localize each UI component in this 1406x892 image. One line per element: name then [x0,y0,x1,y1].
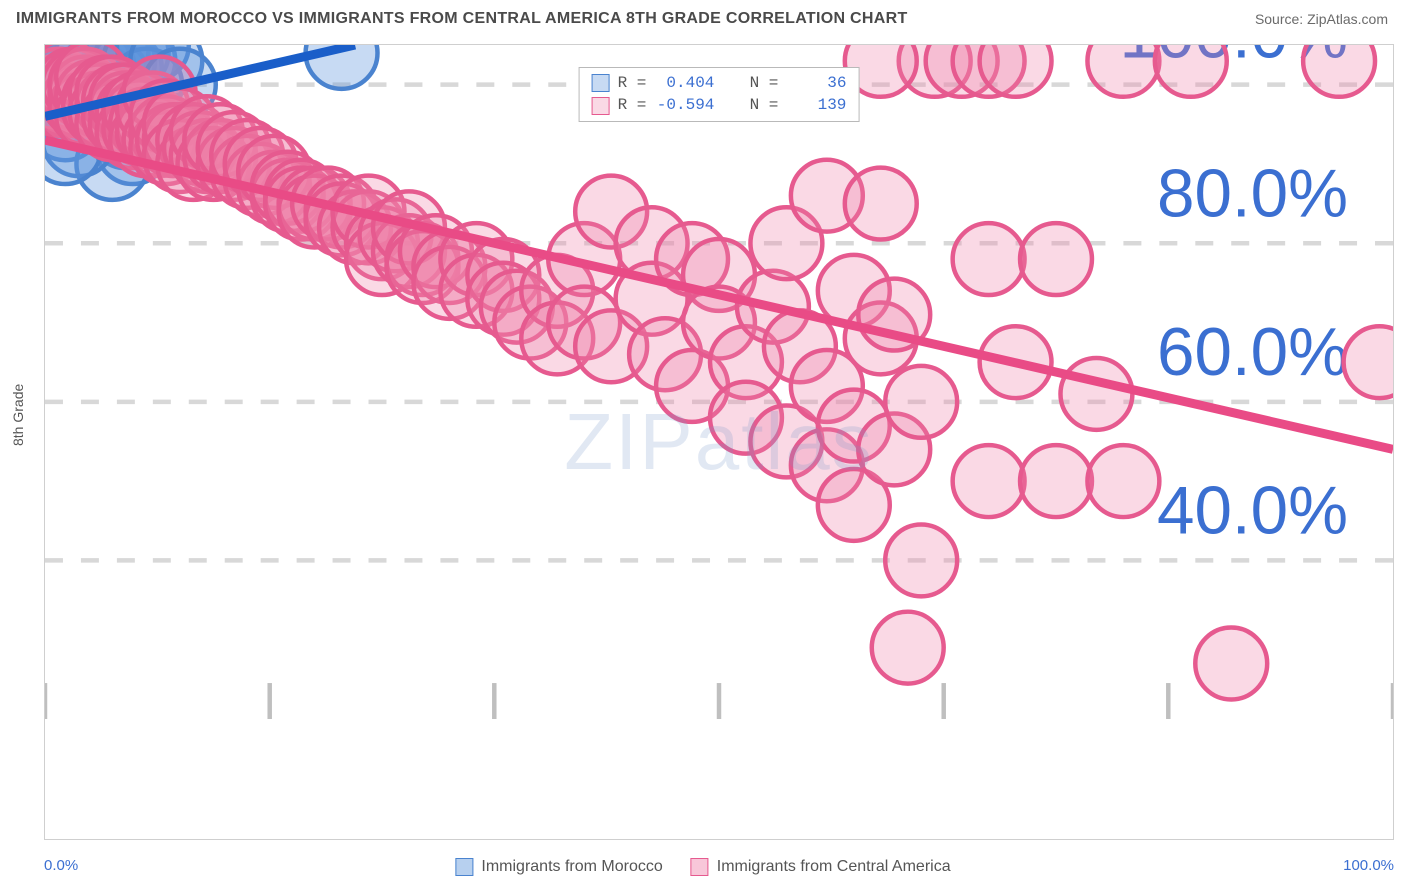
data-point [1303,45,1375,97]
data-point [885,366,957,438]
data-point [1155,45,1227,97]
scatter-plot: 40.0%60.0%80.0%100.0% [45,45,1393,719]
data-point [980,45,1052,97]
x-tick-max: 100.0% [1343,857,1394,874]
legend-label: Immigrants from Central America [717,858,951,876]
stat-value-n: 36 [786,72,846,94]
data-point [1195,628,1267,700]
y-tick-label: 80.0% [1157,156,1348,231]
legend-item: Immigrants from Morocco [455,858,662,876]
chart-area: 40.0%60.0%80.0%100.0% ZIPatlas R =0.404 … [44,44,1394,840]
data-point [1060,358,1132,430]
data-point [953,445,1025,517]
legend-swatch [592,97,610,115]
stats-legend-row: R = -0.594 N = 139 [592,94,847,116]
chart-header: IMMIGRANTS FROM MOROCCO VS IMMIGRANTS FR… [0,0,1406,34]
x-tick-min: 0.0% [44,857,78,874]
data-point [1087,445,1159,517]
data-point [1344,326,1393,398]
chart-source: Source: ZipAtlas.com [1255,11,1388,27]
data-point [1087,45,1159,97]
stats-legend-box: R = 0.404 N = 36 R = -0.594 N = 139 [579,67,860,122]
data-point [1020,445,1092,517]
stat-label-n: N = [750,72,779,94]
stat-label-r: R = [618,72,647,94]
stats-legend-row: R = 0.404 N = 36 [592,72,847,94]
legend-swatch [455,858,473,876]
data-point [953,223,1025,295]
legend-swatch [592,74,610,92]
series-legend: Immigrants from Morocco Immigrants from C… [455,858,950,876]
data-point [1020,223,1092,295]
y-tick-label: 40.0% [1157,473,1348,548]
data-point [885,524,957,596]
data-point [872,612,944,684]
stat-value-r: -0.594 [654,94,714,116]
data-point [845,168,917,240]
stat-value-n: 139 [786,94,846,116]
legend-label: Immigrants from Morocco [481,858,662,876]
y-tick-label: 60.0% [1157,315,1348,390]
stat-label-n: N = [750,94,779,116]
stat-label-r: R = [618,94,647,116]
y-axis-label: 8th Grade [10,384,26,446]
legend-item: Immigrants from Central America [691,858,951,876]
chart-title: IMMIGRANTS FROM MOROCCO VS IMMIGRANTS FR… [16,10,908,28]
legend-swatch [691,858,709,876]
stat-value-r: 0.404 [654,72,714,94]
